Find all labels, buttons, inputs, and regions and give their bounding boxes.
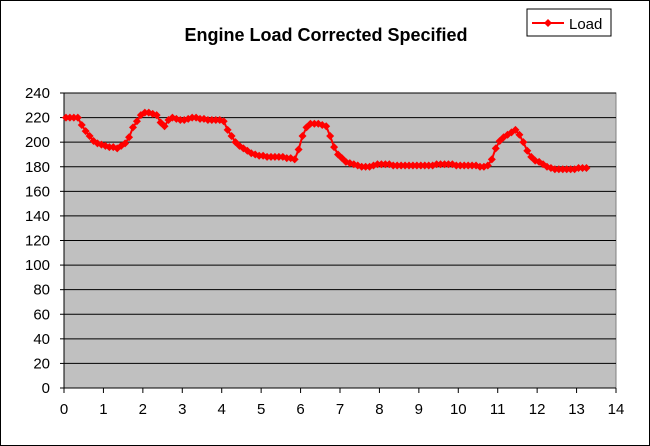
data-point — [330, 143, 339, 152]
data-point — [515, 130, 524, 139]
x-tick-label: 7 — [336, 401, 344, 418]
y-tick-label: 120 — [25, 233, 50, 250]
x-tick-label: 9 — [415, 401, 423, 418]
data-point — [223, 125, 232, 134]
data-point — [298, 132, 307, 141]
y-tick-label: 220 — [25, 110, 50, 127]
data-point — [519, 138, 528, 147]
data-point — [294, 145, 303, 154]
data-point — [219, 117, 228, 126]
data-point — [491, 144, 500, 153]
data-point — [132, 117, 141, 126]
y-tick-label: 80 — [33, 282, 50, 299]
legend-box — [526, 8, 612, 37]
x-tick-label: 11 — [490, 401, 506, 418]
x-tick-label: 1 — [99, 401, 107, 418]
data-point — [73, 113, 82, 122]
data-point — [322, 122, 331, 131]
data-point — [326, 132, 335, 141]
legend-label: Load — [569, 16, 602, 33]
x-tick-label: 5 — [257, 401, 265, 418]
data-point — [511, 125, 520, 134]
y-tick-label: 200 — [25, 134, 50, 151]
data-point — [523, 146, 532, 155]
y-tick-label: 160 — [25, 183, 50, 200]
data-point — [582, 163, 591, 172]
data-point — [129, 123, 137, 132]
x-tick-label: 0 — [60, 401, 68, 418]
y-tick-label: 60 — [33, 306, 50, 323]
series-load — [61, 108, 591, 174]
y-tick-label: 180 — [25, 159, 50, 176]
x-tick-label: 13 — [568, 401, 585, 418]
data-point — [121, 139, 130, 148]
data-point — [227, 132, 236, 141]
data-point — [77, 120, 86, 129]
data-point — [85, 132, 94, 141]
chart-title: Engine Load Corrected Specified — [184, 25, 467, 45]
x-tick-label: 6 — [296, 401, 304, 418]
data-point — [160, 122, 169, 131]
grid-lines — [64, 92, 616, 364]
data-point — [152, 111, 161, 120]
x-tick-label: 2 — [139, 401, 147, 418]
data-point — [81, 127, 90, 136]
y-tick-label: 40 — [33, 331, 50, 348]
y-tick-label: 20 — [33, 355, 50, 372]
y-tick-label: 140 — [25, 208, 50, 225]
x-axis-ticks: 0 1 2 3 4 5 6 7 8 9 10 11 12 13 14 — [60, 388, 625, 418]
y-tick-label: 0 — [42, 380, 50, 397]
x-tick-label: 8 — [375, 401, 383, 418]
data-point — [487, 155, 496, 164]
data-point — [483, 161, 492, 170]
y-tick-label: 100 — [25, 257, 50, 274]
y-axis-ticks: 0 20 40 60 80 100 120 140 160 180 200 220 240 — [25, 85, 64, 397]
x-tick-label: 3 — [178, 401, 186, 418]
legend: Load — [526, 8, 612, 37]
y-tick-label: 240 — [25, 85, 50, 102]
x-tick-label: 4 — [218, 401, 226, 418]
data-point — [318, 120, 327, 129]
x-tick-label: 12 — [529, 401, 546, 418]
x-tick-label: 14 — [608, 401, 625, 418]
x-tick-label: 10 — [450, 401, 467, 418]
data-point — [125, 133, 134, 142]
data-point — [290, 155, 299, 164]
legend-marker — [544, 19, 552, 27]
